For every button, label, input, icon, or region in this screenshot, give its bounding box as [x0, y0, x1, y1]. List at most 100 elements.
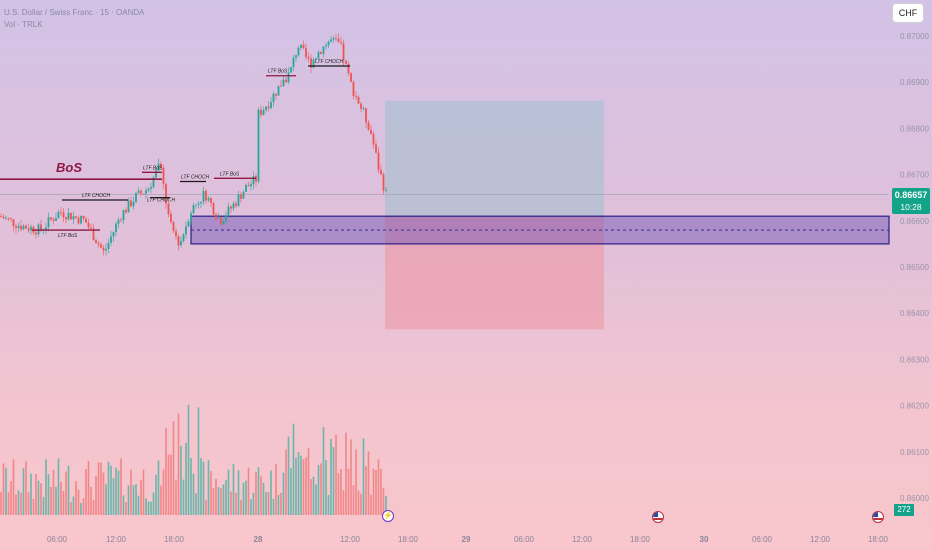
volume-bar: [317, 465, 320, 515]
candle-body: [252, 175, 255, 185]
candle-body: [305, 48, 307, 57]
structure-label: LTF CHOCH: [147, 198, 176, 204]
us-flag-icon[interactable]: [652, 511, 664, 523]
candle-body: [167, 203, 170, 215]
volume-bars: [0, 405, 387, 515]
candle-body: [105, 249, 107, 251]
candle-body: [192, 205, 195, 214]
volume-bar: [172, 421, 175, 515]
time-tick-label: 06:00: [47, 535, 68, 544]
price-tick-label: 0.86000: [900, 494, 929, 503]
price-tick-label: 0.86500: [900, 263, 929, 272]
lightning-icon[interactable]: ⚡: [382, 510, 394, 522]
volume-bar: [147, 501, 150, 515]
candle-body: [197, 203, 200, 205]
volume-bar: [192, 473, 195, 515]
volume-bar: [102, 472, 105, 515]
volume-bar: [225, 479, 227, 515]
volume-bar: [222, 484, 225, 515]
volume-bar: [365, 466, 367, 515]
candle-body: [47, 217, 50, 228]
bar-countdown: 10:28: [900, 202, 922, 212]
volume-bar: [370, 494, 372, 515]
candle-body: [327, 41, 330, 46]
currency-button[interactable]: CHF: [892, 3, 924, 23]
volume-bar: [115, 467, 117, 515]
candle-body: [300, 44, 302, 48]
volume-bar: [282, 472, 285, 515]
volume-bar: [182, 479, 185, 515]
volume-bar: [312, 476, 315, 515]
volume-bar: [45, 459, 47, 515]
candle-body: [340, 42, 342, 44]
candle-body: [357, 96, 360, 104]
structure-label: LTF BoS: [268, 69, 288, 75]
time-tick-label: 18:00: [164, 535, 185, 544]
volume-bar: [237, 470, 240, 515]
annotations: BoS LTF BoS LTF CHOCH LTF BoS LTF CHOCH LTF C…: [0, 59, 350, 239]
time-tick-label: 12:00: [810, 535, 831, 544]
candle-body: [27, 228, 30, 231]
candle-body: [162, 167, 165, 184]
volume-bar: [285, 449, 287, 515]
volume-bar: [252, 492, 255, 515]
volume-bar: [60, 481, 62, 515]
candle-body: [257, 109, 260, 182]
candle-body: [282, 79, 285, 87]
candle-body: [277, 85, 280, 96]
time-tick-label: 12:00: [572, 535, 593, 544]
volume-bar: [380, 469, 382, 515]
volume-bar: [367, 451, 370, 515]
price-tick-label: 0.86100: [900, 448, 929, 457]
candle-body: [72, 216, 75, 220]
volume-bar: [52, 469, 55, 515]
candle-body: [110, 236, 112, 243]
candle-body: [107, 242, 110, 250]
volume-bar: [152, 492, 155, 515]
volume-bar: [22, 468, 25, 515]
us-flag-icon[interactable]: [872, 511, 884, 523]
volume-bar: [325, 460, 327, 515]
candle-body: [140, 190, 142, 194]
candle-body: [215, 214, 217, 219]
candle-body: [132, 201, 135, 207]
volume-bar: [230, 491, 232, 515]
candle-body: [365, 108, 367, 123]
volume-bar: [250, 499, 252, 515]
candle-body: [117, 219, 120, 224]
volume-bar: [185, 442, 187, 515]
candle-body: [347, 63, 350, 74]
structure-label: LTF CHOCH: [82, 193, 111, 199]
volume-bar: [240, 499, 242, 515]
volume-bar: [7, 492, 10, 515]
candle-body: [205, 190, 207, 201]
candle-body: [57, 211, 60, 218]
candle-body: [295, 55, 297, 58]
volume-bar: [30, 473, 32, 515]
candle-body: [227, 206, 230, 217]
volume-bar: [75, 481, 77, 515]
volume-bar: [112, 478, 115, 515]
time-tick-label: 28: [254, 535, 263, 544]
volume-bar: [10, 481, 12, 515]
candle-body: [247, 185, 250, 187]
volume-bar: [357, 490, 360, 515]
candle-body: [297, 47, 300, 56]
volume-bar: [5, 467, 7, 515]
candle-body: [385, 190, 387, 192]
candle-body: [127, 200, 130, 213]
candle-body: [130, 200, 132, 207]
candle-body: [45, 227, 47, 230]
volume-bar: [140, 480, 142, 515]
axes: 0.87000 0.86900 0.86800 0.86700 0.86600 0.865…: [47, 32, 929, 544]
volume-bar: [232, 464, 235, 515]
candle-body: [160, 163, 162, 168]
candle-body: [35, 232, 37, 235]
volume-bar: [127, 485, 130, 515]
candle-body: [177, 236, 180, 246]
candle-body: [115, 223, 117, 232]
candle-body: [122, 210, 125, 221]
volume-bar: [130, 469, 132, 515]
time-tick-label: 29: [462, 535, 471, 544]
